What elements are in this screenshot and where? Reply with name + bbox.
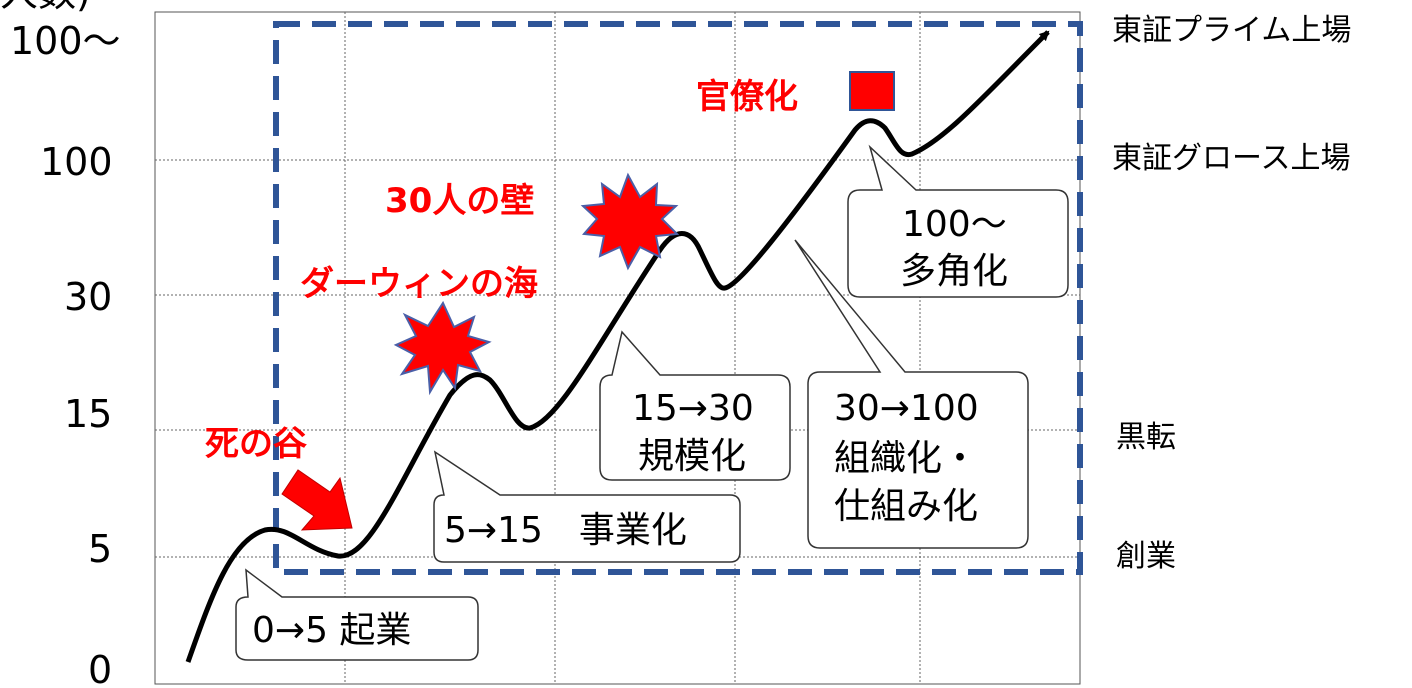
y-axis-top-fragment: 人数) xyxy=(0,0,91,15)
callout-scale: 15→30 規模化 xyxy=(599,330,791,481)
label-valley-of-death: 死の谷 xyxy=(205,424,307,464)
right-label-founding: 創業 xyxy=(1116,539,1176,574)
scope-frame xyxy=(273,21,1083,575)
plot-area xyxy=(154,11,1081,685)
burst-icon xyxy=(393,300,492,396)
callout-startup: 0→5 起業 xyxy=(235,568,479,661)
right-label-prime: 東証プライム上場 xyxy=(1112,13,1351,48)
y-tick-label: 100〜 xyxy=(10,19,121,63)
right-label-breakeven: 黒転 xyxy=(1116,420,1176,455)
callout-startup-text: 0→5 起業 xyxy=(252,610,411,651)
growth-curve xyxy=(185,30,1050,663)
callout-diversify-line2: 多角化 xyxy=(900,251,1008,292)
label-thirty-person-wall: 30人の壁 xyxy=(385,181,534,221)
callout-scale-line2: 規模化 xyxy=(638,436,746,477)
y-tick-label: 100 xyxy=(40,140,113,184)
callout-organize-line2: 組織化・ xyxy=(834,438,978,479)
callout-organize-line1: 30→100 xyxy=(834,388,979,429)
callout-scale-line1: 15→30 xyxy=(632,388,754,429)
callout-organize: 30→100 組織化・ 仕組み化 xyxy=(794,239,1029,549)
y-tick-label: 5 xyxy=(88,527,112,571)
callout-diversify: 100〜 多角化 xyxy=(847,144,1069,298)
label-darwinian-sea: ダーウィンの海 xyxy=(300,264,538,304)
burst-icon xyxy=(580,172,680,271)
arrow-icon xyxy=(281,469,353,531)
label-bureaucratization: 官僚化 xyxy=(696,77,798,117)
callout-diversify-line1: 100〜 xyxy=(902,204,1007,245)
red-square-icon xyxy=(849,71,895,111)
callout-organize-line3: 仕組み化 xyxy=(834,486,978,527)
y-tick-label: 15 xyxy=(64,392,112,436)
right-label-growth: 東証グロース上場 xyxy=(1112,141,1351,176)
y-tick-label: 30 xyxy=(64,275,112,319)
callout-business-text: 5→15 事業化 xyxy=(444,510,687,551)
y-tick-label: 0 xyxy=(88,648,112,688)
callout-business: 5→15 事業化 xyxy=(433,450,741,563)
